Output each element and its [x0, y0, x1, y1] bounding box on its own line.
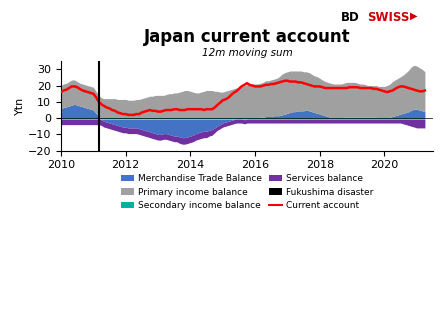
Text: ▶: ▶: [410, 11, 418, 21]
Title: Japan current account: Japan current account: [144, 28, 350, 46]
Y-axis label: Ytn: Ytn: [15, 97, 25, 115]
Text: 12m moving sum: 12m moving sum: [202, 48, 293, 58]
Text: SWISS: SWISS: [367, 11, 410, 24]
Text: BD: BD: [340, 11, 359, 24]
Legend: Merchandise Trade Balance, Primary income balance, Secondary income balance, Ser: Merchandise Trade Balance, Primary incom…: [117, 170, 377, 214]
